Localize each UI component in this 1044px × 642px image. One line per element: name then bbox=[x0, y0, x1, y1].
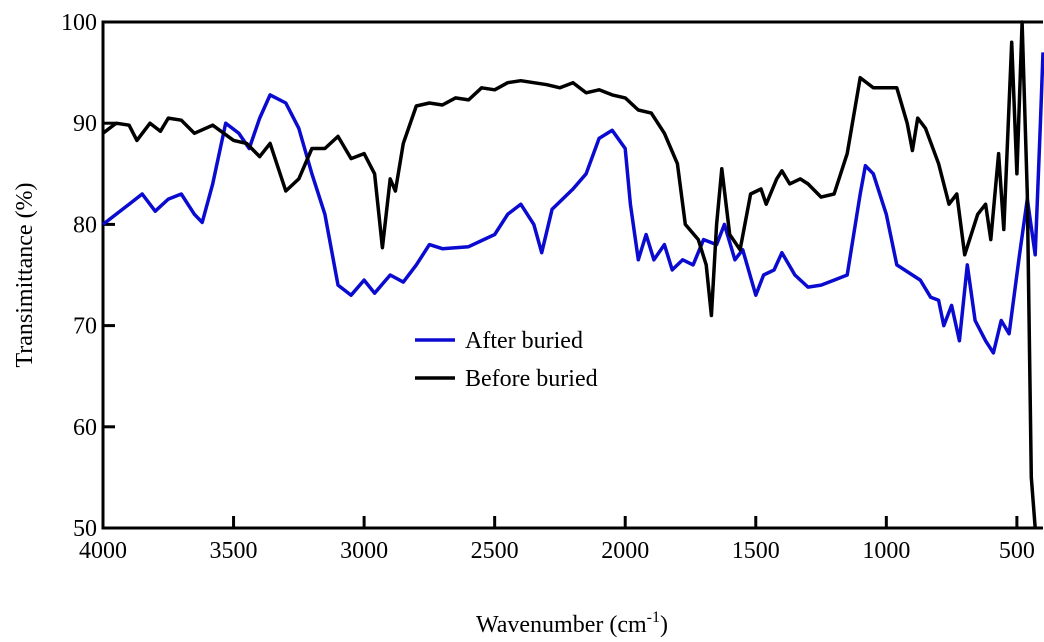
x-tick-label: 2000 bbox=[601, 538, 649, 564]
data-line bbox=[101, 52, 1044, 355]
x-tick-label: 3500 bbox=[210, 538, 258, 564]
legend-label: Before buried bbox=[465, 366, 598, 392]
x-tick-label: 500 bbox=[999, 538, 1035, 564]
x-tick-label: 4000 bbox=[79, 538, 127, 564]
y-tick-label: 90 bbox=[73, 111, 97, 137]
y-tick-label: 60 bbox=[73, 415, 97, 441]
x-tick-label: 1000 bbox=[862, 538, 910, 564]
x-tick-label: 1500 bbox=[732, 538, 780, 564]
y-tick-label: 50 bbox=[73, 516, 97, 542]
legend-label: After buried bbox=[465, 328, 583, 354]
data-line bbox=[101, 20, 1037, 529]
x-axis-label: Wavenumber (cm-1) bbox=[476, 609, 668, 638]
x-tick-label: 2500 bbox=[471, 538, 519, 564]
y-axis-label: Transimittance (%) bbox=[12, 182, 38, 367]
y-tick-label: 100 bbox=[61, 10, 97, 36]
x-tick-label: 3000 bbox=[340, 538, 388, 564]
x-axis-label-text: Wavenumber (cm bbox=[476, 612, 647, 638]
y-tick-label: 80 bbox=[73, 212, 97, 238]
x-axis-label-sup: -1 bbox=[647, 609, 660, 626]
axis-frame bbox=[101, 20, 1043, 530]
y-tick-label: 70 bbox=[73, 314, 97, 340]
x-axis-label-end: ) bbox=[660, 612, 668, 638]
